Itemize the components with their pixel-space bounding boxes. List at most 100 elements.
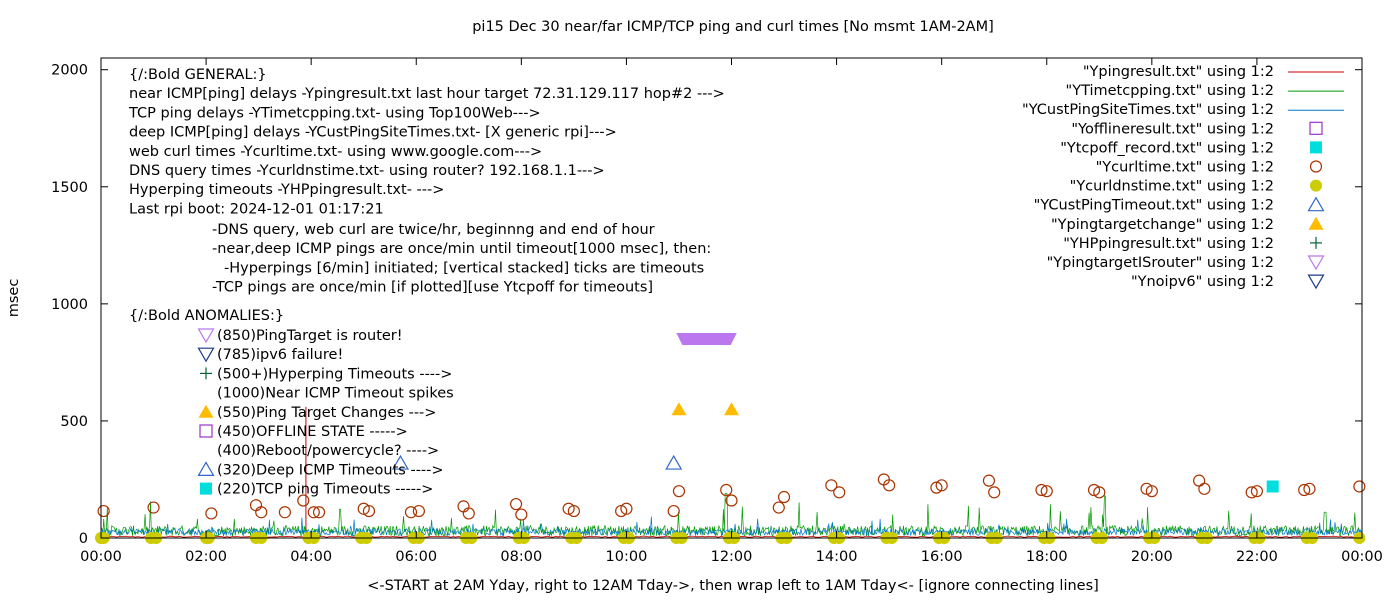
legend-label: "YpingtargetISrouter" using 1:2 xyxy=(1047,255,1274,271)
curl-time-point xyxy=(982,474,996,487)
x-tick-label: 04:00 xyxy=(290,549,332,565)
curl-time-point xyxy=(255,506,268,519)
curl-time-point xyxy=(672,485,686,498)
y-tick-label: 0 xyxy=(79,531,88,547)
anomaly-line: (785)ipv6 failure! xyxy=(217,347,343,363)
curl-time-point xyxy=(1087,483,1101,497)
x-axis: 00:00 02:00 04:00 06:00 08:00 10:00 12:00 14:00… xyxy=(80,58,1383,565)
curl-time-point xyxy=(725,494,738,507)
anomaly-line: (220)TCP ping Timeouts -----> xyxy=(217,482,433,498)
curl-time-point xyxy=(457,500,470,513)
x-tick-label: 22:00 xyxy=(1236,549,1278,565)
anomaly-line: (450)OFFLINE STATE -----> xyxy=(217,424,408,440)
legend-label: "Ycurltime.txt" using 1:2 xyxy=(1096,160,1274,176)
anomaly-key-icon xyxy=(197,461,215,476)
legend-label: "YCustPingTimeout.txt" using 1:2 xyxy=(1034,198,1274,214)
detail-note-line: -Hyperpings [6/min] initiated; [vertical… xyxy=(224,260,704,276)
x-tick-label: 16:00 xyxy=(921,549,963,565)
x-tick-label: 12:00 xyxy=(711,549,753,565)
curl-time-point xyxy=(772,501,785,514)
curl-time-point xyxy=(1040,485,1053,498)
general-note-line: Last rpi boot: 2024-12-01 01:17:21 xyxy=(129,201,384,217)
deep-icmp-timeout-point xyxy=(391,454,410,470)
ping-target-router-band xyxy=(676,332,737,345)
anomaly-key-icon xyxy=(198,404,214,418)
x-tick-label: 20:00 xyxy=(1131,549,1173,565)
curl-time-point xyxy=(1145,485,1158,498)
legend-marker-sample xyxy=(1309,121,1323,135)
curl-time-point xyxy=(825,479,838,492)
chart-title: pi15 Dec 30 near/far ICMP/TCP ping and c… xyxy=(472,19,994,35)
x-tick-label: 08:00 xyxy=(500,549,542,565)
legend-label: "YTimetcpping.txt" using 1:2 xyxy=(1066,83,1274,99)
legend-marker-sample xyxy=(1307,274,1325,290)
legend-label: "YCustPingSiteTimes.txt" using 1:2 xyxy=(1022,102,1274,118)
curl-time-point xyxy=(667,504,680,518)
legend-marker-sample xyxy=(1310,179,1322,192)
curl-time-point xyxy=(935,479,948,492)
anomaly-key-icon xyxy=(199,424,213,438)
curl-time-point xyxy=(1198,482,1211,495)
curl-time-point xyxy=(1193,474,1206,487)
annotations: {/:Bold GENERAL:} near ICMP[ping] delays … xyxy=(128,67,725,498)
curl-time-point xyxy=(1298,483,1311,497)
curl-time-point xyxy=(97,504,110,518)
curl-time-point xyxy=(1353,480,1366,493)
x-tick-label: 06:00 xyxy=(395,549,437,565)
legend-marker-sample xyxy=(1308,216,1324,230)
anomaly-line: (550)Ping Target Changes ---> xyxy=(217,405,436,421)
anomaly-line: (850)PingTarget is router! xyxy=(217,328,403,344)
y-tick-label: 1000 xyxy=(51,297,88,313)
curl-time-point xyxy=(1245,486,1258,499)
curl-time-point xyxy=(357,502,370,515)
curl-time-point xyxy=(1140,482,1153,495)
curl-time-point xyxy=(147,501,160,514)
anomaly-line: (320)Deep ICMP Timeouts ----> xyxy=(217,462,444,478)
anomaly-key-icon xyxy=(200,367,212,380)
curl-time-point xyxy=(412,504,425,518)
legend-label: "Ynoipv6" using 1:2 xyxy=(1131,274,1274,290)
curl-time-point xyxy=(307,506,320,519)
y-tick-label: 2000 xyxy=(51,63,88,79)
anomaly-line: (400)Reboot/powercycle? ----> xyxy=(217,443,439,459)
x-tick-label: 18:00 xyxy=(1026,549,1068,565)
curl-time-point xyxy=(883,479,896,492)
general-note-line: Hyperping timeouts -YHPpingresult.txt- -… xyxy=(129,182,444,198)
legend-label: "Yofflineresult.txt" using 1:2 xyxy=(1071,121,1274,137)
general-note-line: web curl times -Ycurltime.txt- using www… xyxy=(129,144,542,160)
legend-marker-sample xyxy=(1310,141,1322,154)
curl-time-point xyxy=(362,504,376,518)
x-tick-label: 14:00 xyxy=(816,549,858,565)
curl-time-point xyxy=(567,504,580,518)
curl-time-point xyxy=(777,490,791,504)
legend-marker-sample xyxy=(1307,255,1325,271)
legend-label: "Ypingresult.txt" using 1:2 xyxy=(1083,64,1274,80)
detail-note-line: -near,deep ICMP pings are once/min until… xyxy=(212,241,711,257)
detail-note-line: -DNS query, web curl are twice/hr, begin… xyxy=(212,222,655,238)
curl-time-point xyxy=(988,486,1001,499)
y-axis: 0 500 1000 1500 2000 xyxy=(51,63,1362,547)
general-note-line: TCP ping delays -YTimetcpping.txt- using… xyxy=(128,105,541,121)
anomaly-key-icon xyxy=(200,482,212,495)
x-tick-label: 00:00 xyxy=(1341,549,1383,565)
general-note-line: {/:Bold GENERAL:} xyxy=(129,67,267,83)
curl-time-point xyxy=(278,506,291,519)
legend-label: "Ypingtargetchange" using 1:2 xyxy=(1051,217,1274,233)
curl-time-point xyxy=(462,507,475,520)
anomaly-key-icon xyxy=(197,328,215,344)
x-tick-label: 10:00 xyxy=(606,549,648,565)
curl-time-point xyxy=(720,483,733,497)
curl-time-point xyxy=(1035,483,1048,497)
x-tick-label: 02:00 xyxy=(185,549,227,565)
anomaly-line: (500+)Hyperping Timeouts ----> xyxy=(217,366,452,382)
curl-time-point xyxy=(297,494,310,507)
x-tick-label: 00:00 xyxy=(80,549,122,565)
legend-label: "Ytcpoff_record.txt" using 1:2 xyxy=(1060,140,1274,156)
curl-time-point xyxy=(833,486,846,499)
anomaly-key-icon xyxy=(197,347,215,363)
detail-note-line: -TCP pings are once/min [if plotted][use… xyxy=(212,280,653,296)
y-tick-label: 1500 xyxy=(51,180,88,196)
ping-target-change-point xyxy=(671,402,687,416)
legend-label: "Ycurldnstime.txt" using 1:2 xyxy=(1070,179,1274,195)
